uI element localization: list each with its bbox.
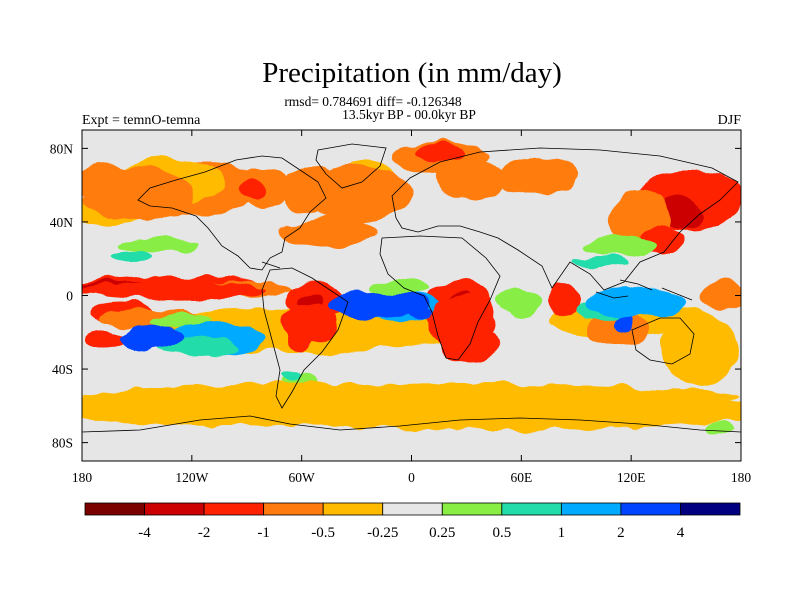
anomaly-patch: [700, 282, 741, 310]
colorbar-swatch: [263, 502, 324, 516]
coastline-australia: [631, 317, 695, 365]
chart-title: Precipitation (in mm/day): [262, 57, 562, 89]
y-tick-label: 40N: [50, 215, 74, 230]
x-tick-label: 0: [408, 470, 415, 485]
map-area: [82, 130, 741, 461]
anomaly-patch: [436, 160, 504, 200]
colorbar-label: -1: [257, 525, 270, 541]
colorbar-swatch: [322, 502, 384, 516]
anomaly-patch: [546, 282, 578, 318]
colorbar-swatch: [441, 502, 503, 516]
region-anomaly: [301, 166, 412, 222]
colorbar-label: -0.25: [367, 525, 398, 541]
anomaly-patch: [572, 256, 628, 268]
anomaly-patch: [85, 330, 125, 350]
y-tick-label: 80S: [52, 436, 73, 451]
region-anomaly: [329, 291, 430, 318]
coastline-antarctica: [82, 415, 741, 433]
region-anomaly: [82, 166, 192, 222]
colorbar-label: -0.5: [311, 525, 335, 541]
y-tick-label: 40S: [52, 362, 73, 377]
colorbar-label: -2: [198, 525, 211, 541]
colorbar-swatch: [680, 502, 741, 516]
anomaly-patch: [614, 314, 634, 330]
colorbar-swatch: [560, 502, 622, 516]
y-tick-label: 0: [66, 289, 73, 304]
axis-ticks: 180 120W 60W 0 60E 120E 180 80N 40N 0 40S 80S: [50, 130, 752, 485]
coastline-north-america: [137, 155, 327, 271]
precip-field: [82, 142, 741, 434]
region-anomaly: [585, 286, 687, 318]
region-anomaly: [279, 304, 339, 342]
anomaly-patch: [282, 370, 302, 382]
stats-line: rmsd= 0.784691 diff= -0.126348: [284, 94, 462, 109]
colorbar-label: -4: [138, 525, 151, 541]
colorbar-label: 0.25: [429, 525, 455, 541]
region-anomaly: [82, 383, 741, 410]
anomaly-patch: [496, 158, 580, 194]
region-anomaly: [429, 295, 494, 351]
colorbar-swatch: [501, 502, 562, 516]
colorbar-label: 2: [617, 525, 625, 541]
x-tick-label: 120W: [175, 470, 208, 485]
anomaly-patch: [282, 218, 378, 246]
anomaly-patch: [414, 144, 466, 160]
anomaly-patch: [500, 288, 540, 316]
coastline-greenland: [315, 143, 387, 189]
colorbar-swatch: [620, 502, 681, 516]
colorbar-swatch: [144, 502, 205, 516]
period-line: 13.5kyr BP - 00.0kyr BP: [342, 107, 476, 122]
colorbar-swatch: [84, 502, 145, 516]
x-tick-label: 60E: [510, 470, 532, 485]
experiment-label: Expt = temnO-temna: [82, 113, 201, 128]
colorbar-swatch: [203, 502, 265, 516]
colorbar-label: 4: [677, 525, 685, 541]
region-anomaly: [82, 282, 266, 300]
x-tick-label: 120E: [617, 470, 646, 485]
anomaly-patch: [110, 250, 154, 262]
anomaly-patch: [584, 236, 656, 256]
coastline-islands: [261, 261, 693, 301]
anomaly-patch: [238, 180, 266, 200]
anomaly-patch: [120, 236, 200, 252]
anomaly-patch: [704, 422, 736, 434]
colorbar-label: 1: [558, 525, 566, 541]
colorbar: -4 -2 -1 -0.5 -0.25 0.25 0.5 1 2 4: [84, 502, 741, 541]
colorbar-swatch: [382, 502, 443, 516]
x-tick-label: 60W: [289, 470, 316, 485]
coastline-eurasia: [391, 147, 739, 291]
season-label: DJF: [718, 113, 742, 128]
anomaly-patch: [660, 314, 740, 386]
x-tick-label: 180: [731, 470, 752, 485]
coastline-africa: [379, 235, 501, 361]
coastline-south-america: [261, 267, 349, 409]
coastlines: [82, 143, 741, 433]
y-tick-label: 80N: [50, 141, 74, 156]
region-anomaly: [118, 323, 183, 351]
colorbar-label: 0.5: [492, 525, 511, 541]
anomaly-patch: [150, 314, 210, 326]
x-tick-label: 180: [72, 470, 93, 485]
